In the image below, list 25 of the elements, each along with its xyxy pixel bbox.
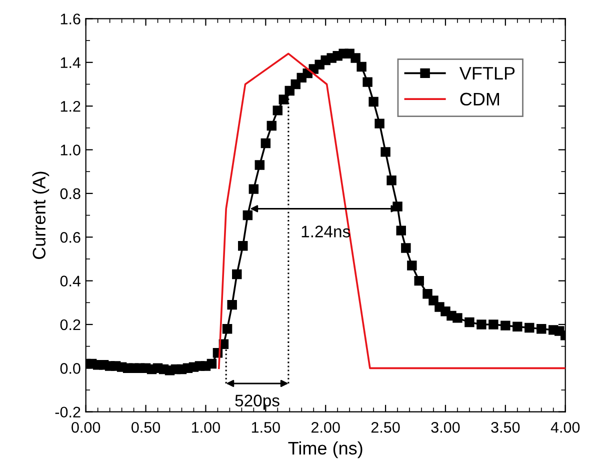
y-tick-label: 1.2 [60, 100, 80, 112]
y-tick-label: 0.2 [60, 319, 80, 330]
x-tick-label: 0.00 [72, 422, 100, 433]
x-tick-label: 3.50 [491, 422, 520, 433]
x-tick-label: 0.50 [132, 422, 160, 433]
x-tick-label: 1.50 [252, 422, 280, 433]
y-tick-label: 0.6 [60, 232, 80, 243]
x-tick-label: 2.50 [371, 422, 400, 433]
x-tick-label: 4.00 [550, 422, 580, 433]
x-axis-title: Time (ns) [288, 441, 362, 458]
y-tick-label: 1.6 [60, 14, 80, 24]
y-tick-label: 0.8 [60, 188, 80, 200]
y-tick-label: 0.0 [60, 363, 80, 374]
legend-label: CDM [460, 92, 499, 106]
y-tick-label: 0.4 [60, 276, 81, 286]
x-tick-label: 3.00 [431, 422, 460, 433]
x-tick-label: 2.00 [312, 422, 340, 433]
y-tick-label: 1.0 [60, 144, 80, 156]
legend-label: VFTLP [459, 67, 515, 80]
y-tick-label: 1.4 [60, 57, 81, 68]
y-axis-title: Current (A) [32, 172, 50, 260]
annotation: 520ps [235, 394, 280, 410]
line-series [218, 52, 566, 370]
y-tick-label: -0.2 [55, 406, 80, 418]
x-tick-label: 1.00 [192, 422, 220, 433]
